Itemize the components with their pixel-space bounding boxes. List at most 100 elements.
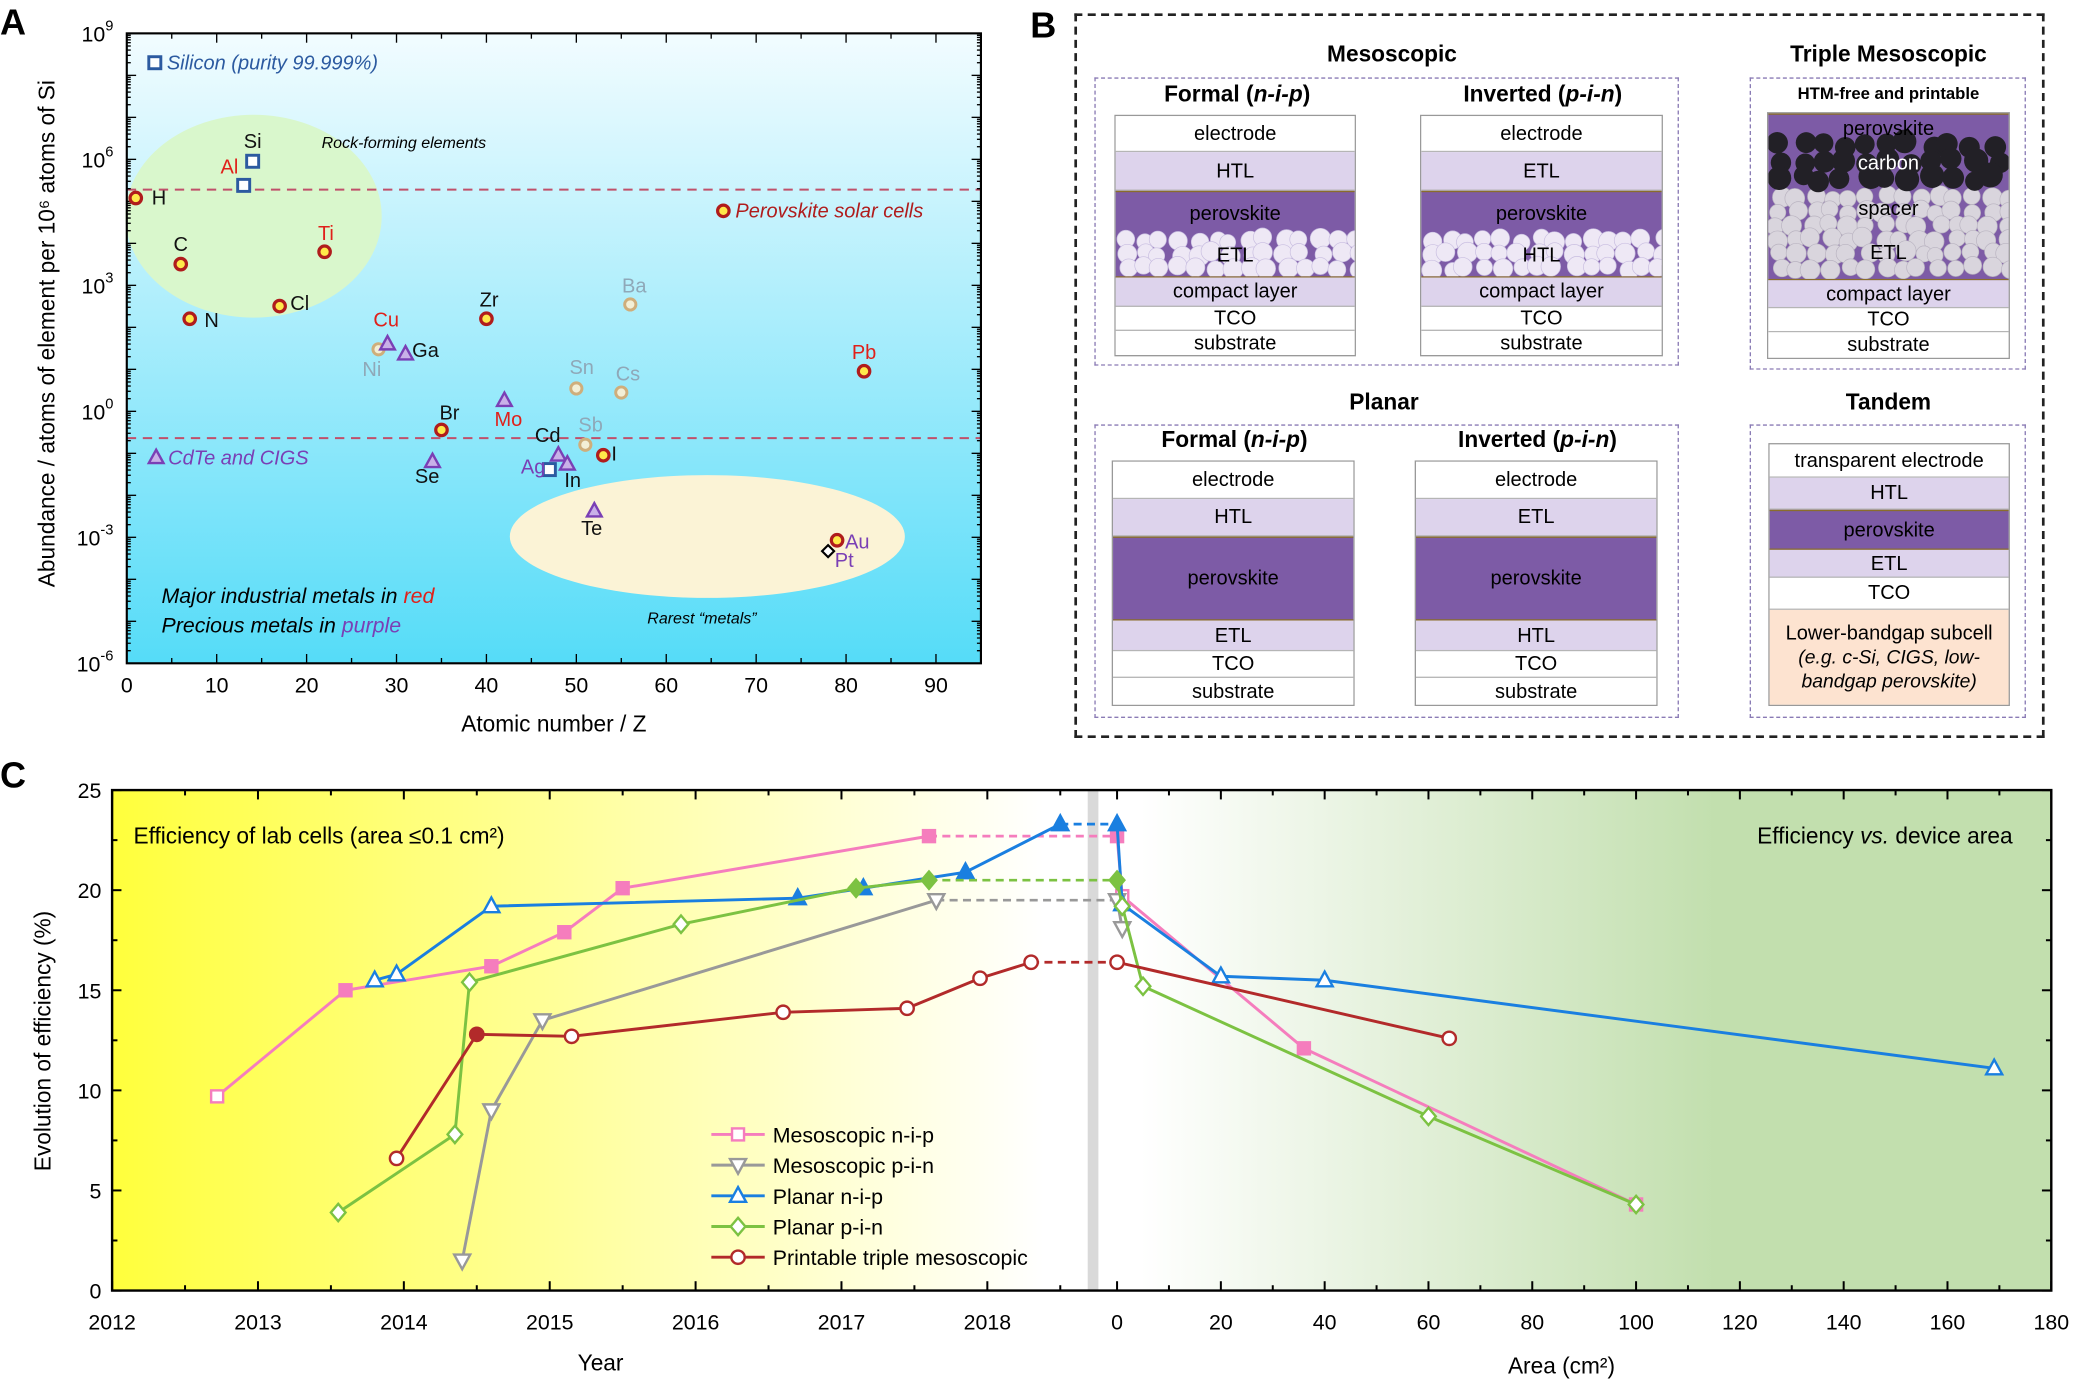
point-label: N [204,310,218,332]
layer-label: HTL [1517,623,1556,647]
layer-label: TCO [1214,306,1257,330]
point-marker-circle [272,298,287,314]
bead [1435,242,1456,262]
layer-label: HTL [1870,481,1909,505]
layer-substrate: substrate [1113,677,1354,705]
layer-label: TCO [1520,306,1563,330]
marker-square [557,925,572,940]
marker-square [1296,1041,1312,1056]
data-point: Ba [622,275,647,312]
legend-label: Printable triple mesoscopic [773,1246,1028,1270]
legend-label: Planar n-i-p [773,1185,883,1209]
layer-stack: electrode HTL perovskite ETL compact layer TC… [1114,114,1356,357]
marker-triangle-up [364,969,385,988]
data-point: Al [221,156,252,193]
point-label: Cd [535,425,561,447]
bead [1854,134,1875,155]
marker-triangle-up [386,963,407,982]
point-label: Pt [835,550,854,572]
marker-diamond [329,1201,348,1224]
box-mesoscopic [1094,77,1679,366]
point-label: Pb [852,342,876,364]
point-label: Br [439,402,459,424]
x-tick-label: 10 [205,674,229,698]
data-point: C [173,234,189,272]
efficiency-chart: 2012 2013 2014 2015 2016 2017 2018 0 20 40 60 80 100… [30,779,2069,1378]
data-point: Ag [521,457,557,479]
layer-stack: electrode HTL perovskite ETL TCO substrate [1111,460,1355,707]
y-tick-label: 100 [82,397,114,425]
point-label: C [174,234,188,256]
bead [1942,166,1965,189]
point-label: In [564,470,581,492]
legend-item: Mesoscopic p-i-n [711,1154,934,1178]
data-point: Br [434,402,460,438]
marker-square [338,983,353,998]
marker-circle [899,1000,915,1017]
series-planar-p-i-n [329,869,1645,1224]
bead [1892,129,1917,154]
layer-stack: electrode ETL perovskite HTL TCO substrate [1414,460,1658,707]
x-tick-label-area: 40 [1313,1310,1337,1334]
bead [1820,260,1841,279]
point-label: Cl [290,293,309,315]
data-point: Pt [820,543,854,572]
layer-label: electrode [1500,122,1583,145]
bead [1963,256,1982,275]
bead [1943,243,1962,262]
marker-square [921,828,937,844]
layer-sublabel: ETL [1216,244,1254,267]
layer-htl: HTL [1769,477,2009,510]
layer-label: ETL [1517,505,1555,529]
bead [1894,167,1920,192]
point-marker-circle [128,190,144,206]
box-planar [1094,424,1679,719]
layer-label: TCO [1867,581,1911,605]
point-label: I [611,444,617,466]
data-point: N [182,310,219,332]
marker-triangle-up [728,1184,749,1204]
bead [1327,260,1347,277]
layer-substrate: substrate [1768,332,2009,358]
mesoporous-scaffold [1768,129,2009,279]
marker-diamond [729,1215,747,1238]
marker-triangle-down [481,1103,502,1122]
layer-perovskite: perovskite [1769,509,2009,550]
bead [1799,259,1821,279]
layer-compact-layer: compact layer [1115,277,1355,307]
layer-sublabel: HTL [1522,244,1561,267]
layer-label: substrate [1847,333,1930,357]
marker-triangle-down [926,892,947,912]
marker-circle [730,1249,746,1266]
marker-circle [1023,954,1039,971]
point-marker-circle [434,422,449,438]
region-label-rock: Rock-forming elements [322,135,487,152]
point-label: Sn [569,357,593,379]
point-label: H [152,188,166,210]
x-axis-label-area: Area (cm²) [1508,1352,1615,1378]
layer-compact-layer: compact layer [1421,277,1662,307]
marker-circle [1109,954,1125,971]
area-background [1093,790,2052,1291]
bead [1906,258,1925,277]
layer-tco: TCO [1416,651,1657,678]
marker-triangle-up [1210,965,1231,984]
layer-etl: ETL [1416,499,1657,537]
layer-label: perovskite [1187,567,1279,590]
marker-circle [468,1026,485,1043]
bead [1476,258,1493,276]
mesoporous-scaffold [1116,227,1355,277]
point-marker-triangle [423,451,442,469]
marker-triangle-down [452,1253,473,1272]
note-precious: Precious metals in purple [161,614,401,638]
point-marker-diamond [820,543,836,559]
series-line-area [1116,960,1450,1040]
box-triple [1749,77,2026,370]
layer-label: substrate [1191,679,1275,703]
y-tick-label: 109 [82,19,114,47]
point-marker-circle [623,297,638,312]
layer-label: TCO [1514,652,1558,676]
series-printable-triple-mesoscopic [388,954,1458,1167]
point-marker-circle [614,385,629,400]
bead [1421,259,1443,277]
